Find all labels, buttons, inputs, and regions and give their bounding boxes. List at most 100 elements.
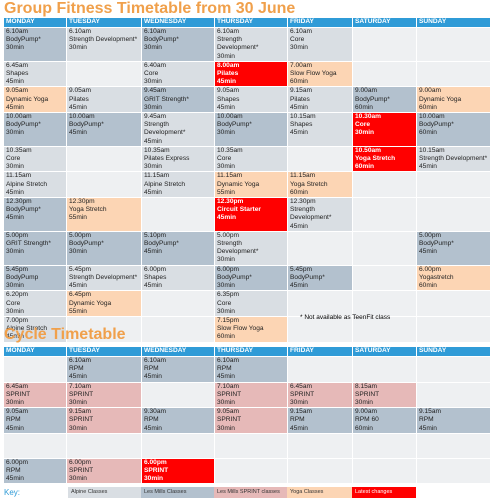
class-cell: 6.00pm Yogastretch 60min <box>416 264 491 292</box>
class-name: RPM <box>6 416 21 424</box>
class-duration: 45min <box>419 248 437 256</box>
class-time: 6.45am <box>6 61 28 69</box>
class-duration: 30min <box>217 129 235 137</box>
class-duration: 60min <box>355 103 373 111</box>
class-name: SPRINT <box>69 467 94 475</box>
class-time: 6.10am <box>6 28 28 35</box>
day-header: FRIDAY <box>287 17 353 28</box>
empty-cell <box>3 356 67 383</box>
class-time: 10.00am <box>69 113 95 121</box>
row: 5.45pm BodyPump 30min 5.45pm Strength Develo… <box>3 264 491 292</box>
class-cell: 10.35am Pilates Express 30min <box>141 145 215 173</box>
class-name: Dynamic Yoga <box>6 95 49 103</box>
class-cell: 10.35am Core 30min <box>3 145 67 173</box>
empty-cell <box>287 457 353 485</box>
class-cell: 6.10am Strength Development* 30min <box>66 27 142 62</box>
class-cell: 6.35pm Core 30min <box>214 290 288 317</box>
class-name: BodyPump* <box>144 36 179 44</box>
day-header: THURSDAY <box>214 17 288 28</box>
class-duration: 45min <box>144 188 162 196</box>
footnote: * Not available as TeenFit class <box>300 314 391 321</box>
empty-cell <box>66 145 142 173</box>
class-name: Strength Development* <box>217 36 259 52</box>
class-duration: 55min <box>69 214 87 222</box>
class-time: 6.45am <box>290 382 312 390</box>
class-time: 6.00pm <box>419 265 441 273</box>
class-name: Alpine Stretch <box>6 325 48 333</box>
class-time: 9.05am <box>217 87 239 95</box>
class-duration: 45min <box>217 78 237 86</box>
class-time: 10.00am <box>419 113 445 121</box>
empty-cell <box>352 27 417 62</box>
class-duration: 45min <box>144 424 162 432</box>
day-header: SATURDAY <box>352 17 417 28</box>
empty-cell <box>416 27 491 62</box>
class-name: BodyPump* <box>290 273 325 281</box>
class-cell: 11.15am Alpine Stretch 45min <box>141 171 215 199</box>
class-time: 6.35pm <box>217 291 239 299</box>
class-duration: 45min <box>6 475 24 483</box>
row: 7.00pm Alpine Stretch 45min 7.15pm Slow Flow… <box>3 315 491 343</box>
key-swatch: Alpine Classes <box>68 487 141 498</box>
class-duration: 45min <box>6 333 24 341</box>
day-header: WEDNESDAY <box>141 17 215 28</box>
class-name: RPM <box>69 365 84 373</box>
class-duration: 55min <box>217 188 235 196</box>
class-duration: 45min <box>69 129 87 137</box>
class-duration: 30min <box>355 399 373 407</box>
class-duration: 45min <box>6 214 24 222</box>
class-cell: 5.10pm BodyPump* 45min <box>141 230 215 266</box>
class-duration: 30min <box>144 44 162 52</box>
class-duration: 45min <box>144 282 162 290</box>
empty-cell <box>416 60 491 88</box>
empty-cell <box>287 315 353 343</box>
empty-cell <box>416 381 491 409</box>
class-name: RPM 60 <box>355 416 379 424</box>
class-duration: 30min <box>69 248 87 256</box>
class-duration: 30min <box>290 44 308 52</box>
class-name: Shapes <box>6 70 29 78</box>
class-name: Core <box>217 155 232 163</box>
class-time: 6.00pm <box>6 458 28 466</box>
row: 9.05am RPM 45min 9.15am SPRINT 30min 9.30am RPM… <box>3 407 491 434</box>
day-header: FRIDAY <box>287 346 353 357</box>
class-cell: 6.40am Core 30min <box>141 60 215 88</box>
class-name: BodyPump* <box>6 121 41 129</box>
class-duration: 45min <box>144 373 162 381</box>
class-cell: 6.10am BodyPump* 30min <box>141 27 215 62</box>
class-duration: 45min <box>6 424 24 432</box>
class-name: BodyPump* <box>217 273 252 281</box>
empty-cell <box>416 197 491 232</box>
class-cell: 11.15am Alpine Stretch 45min <box>3 171 67 199</box>
class-cell: 5.00pm BodyPump* 30min <box>66 230 142 266</box>
class-name: BodyPump* <box>6 36 41 44</box>
class-time: 9.00am <box>355 408 377 416</box>
class-time: 9.45am <box>144 87 166 95</box>
class-name: Core <box>144 70 159 78</box>
class-name: Pilates <box>290 95 310 103</box>
class-cell: 7.10am SPRINT 30min <box>214 381 288 409</box>
class-time: 6.20pm <box>6 291 28 299</box>
class-duration: 30min <box>217 307 235 315</box>
row: 5.00pm GRIT Strength* 30min 5.00pm BodyPump*… <box>3 230 491 266</box>
empty-cell <box>416 457 491 485</box>
empty-cell <box>141 315 215 343</box>
empty-cell <box>66 315 142 343</box>
empty-cell <box>352 171 417 199</box>
empty-cell <box>352 315 417 343</box>
class-time: 12.30pm <box>69 198 95 206</box>
class-cell: 6.10am RPM 45min <box>214 356 288 383</box>
class-time: 6.00pm <box>144 265 166 273</box>
key-swatch: Yoga Classes <box>287 487 352 498</box>
class-time: 10.30am <box>355 113 382 121</box>
empty-cell <box>141 381 215 409</box>
class-name: Shapes <box>290 121 313 129</box>
row: 11.15am Alpine Stretch 45min 11.15am Alpine … <box>3 171 491 199</box>
class-cell: 8.00am Pilates 45min <box>214 60 288 88</box>
class-name: BodyPump <box>6 273 39 281</box>
row: 9.05am Dynamic Yoga 45min 9.05am Pilates 45mi… <box>3 86 491 114</box>
class-cell: 9.15am RPM 45min <box>287 407 353 434</box>
class-cell: 7.00am Slow Flow Yoga 60min <box>287 60 353 88</box>
class-name: Alpine Stretch <box>144 180 186 188</box>
class-cell: 5.00pm BodyPump* 45min <box>416 230 491 266</box>
